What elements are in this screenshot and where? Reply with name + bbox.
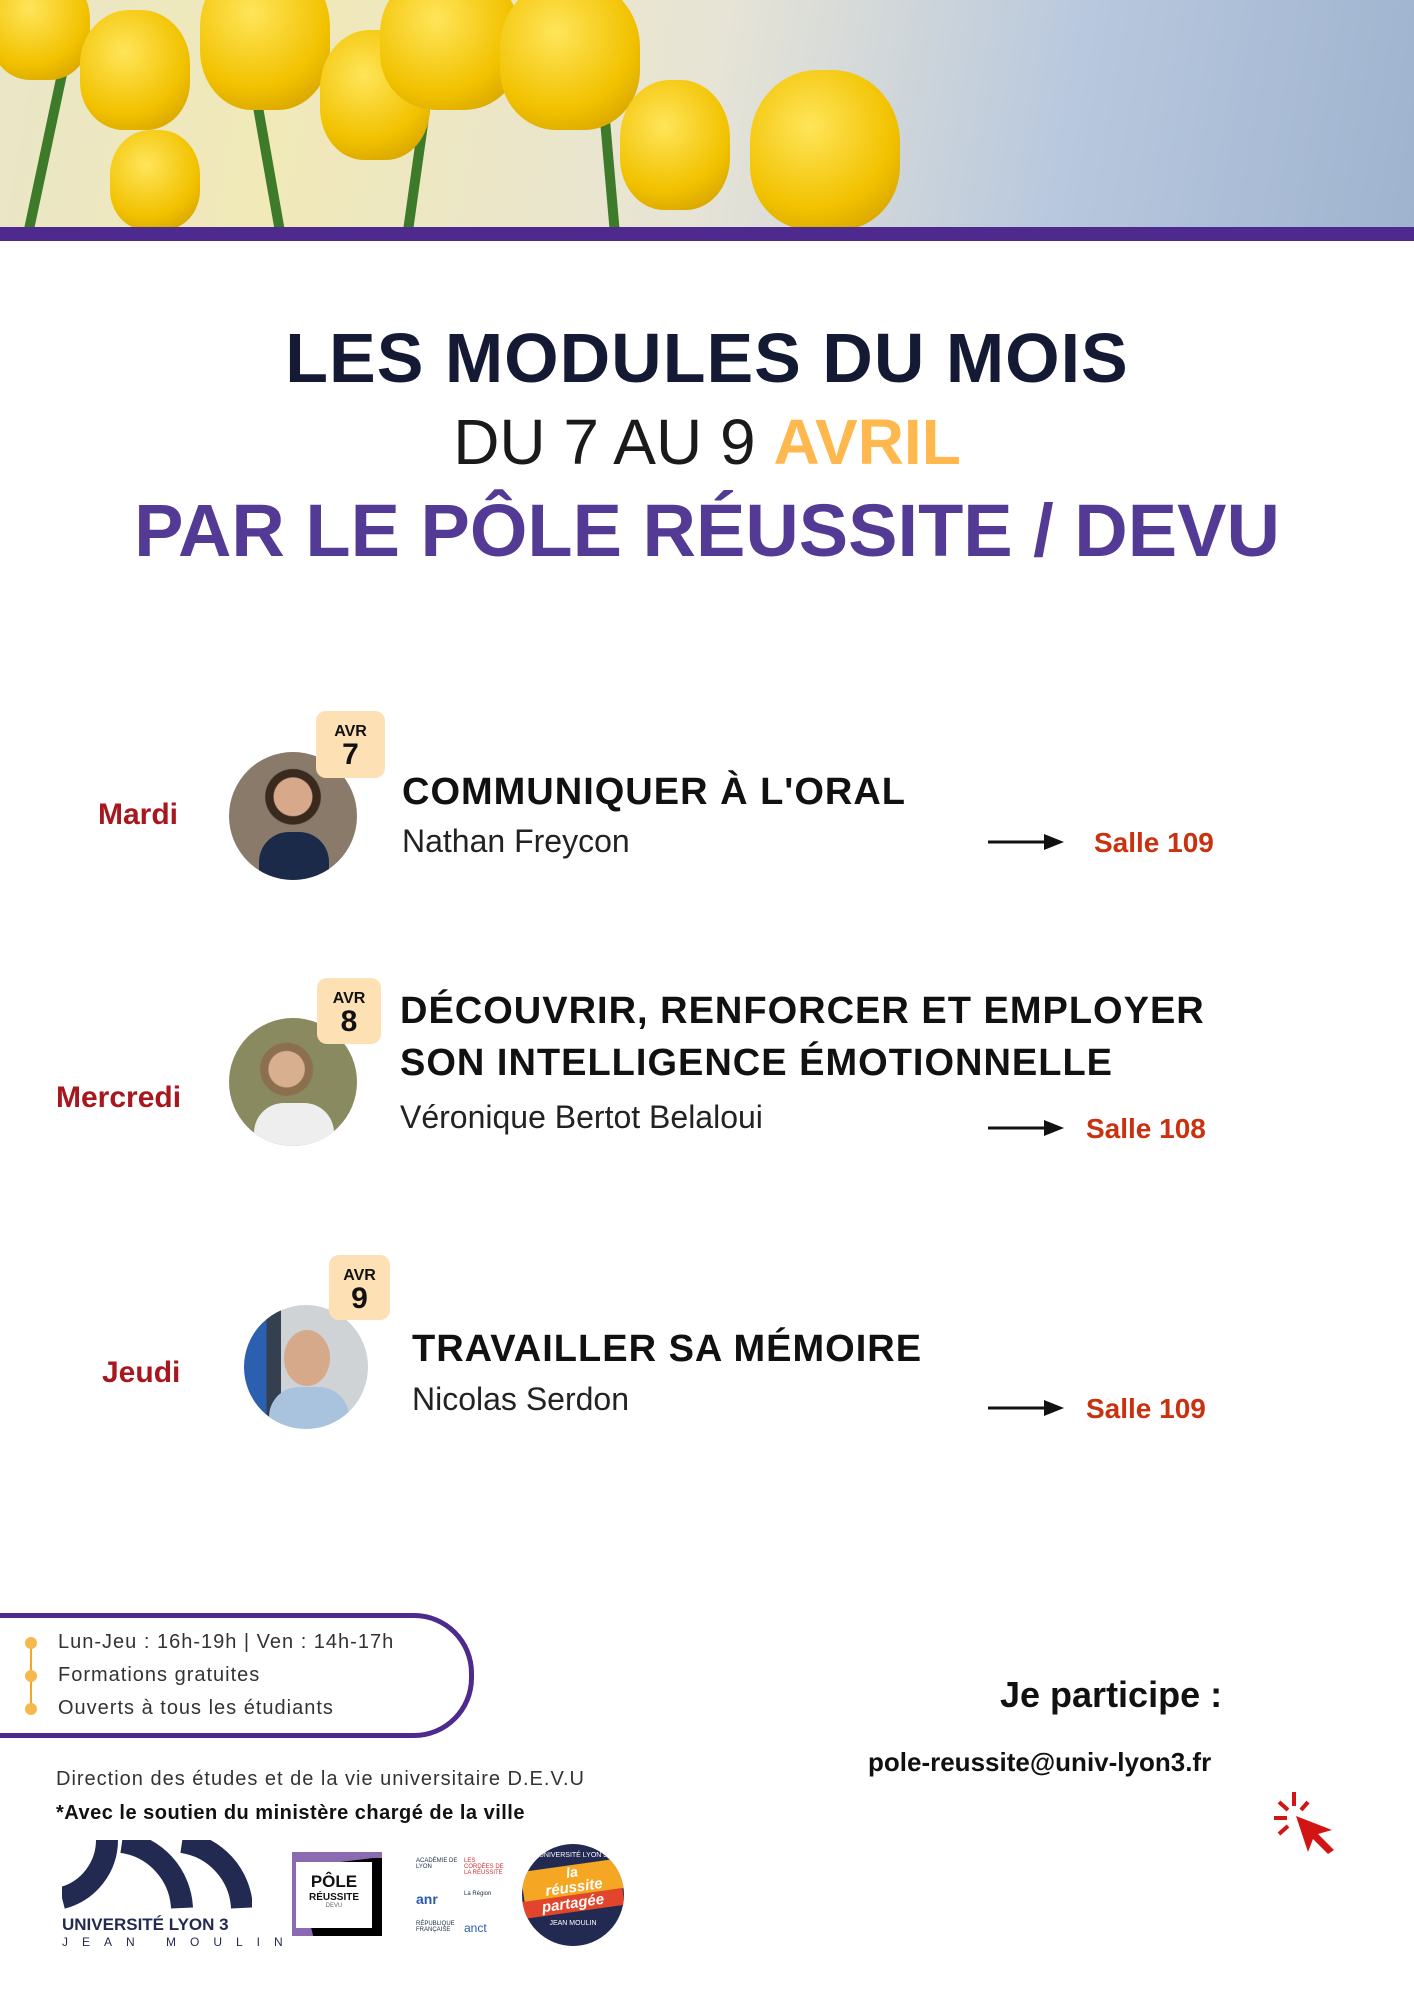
arrow-right-icon: [988, 834, 1064, 850]
support-text: *Avec le soutien du ministère chargé de …: [56, 1802, 525, 1824]
arrow-right-icon: [988, 1400, 1064, 1416]
month-text: AVRIL: [773, 406, 961, 478]
logo-text: JEAN MOULIN: [62, 1935, 297, 1949]
module-title-line: SON INTELLIGENCE ÉMOTIONNELLE: [400, 1042, 1114, 1084]
direction-text: Direction des études et de la vie univer…: [56, 1768, 585, 1790]
date-badge: AVR 7: [316, 711, 385, 778]
pole-reussite-logo: PÔLE RÉUSSITE DEVU: [292, 1852, 382, 1936]
bullet-dot: [25, 1670, 37, 1682]
dates-text: DU 7 AU 9: [453, 406, 756, 478]
header-tulip-photo: [0, 0, 1414, 227]
badge-month: AVR: [343, 1267, 376, 1284]
module-title-line: DÉCOUVRIR, RENFORCER ET EMPLOYER: [400, 990, 1205, 1032]
purple-divider: [0, 227, 1414, 241]
badge-day: 7: [342, 738, 359, 771]
partner-logo: RÉPUBLIQUE FRANÇAISE: [416, 1921, 455, 1934]
module-day: Mercredi: [56, 1081, 182, 1114]
partner-logos: ACADÉMIE DE LYON LES CORDÉES DE LA RÉUSS…: [416, 1858, 506, 1944]
module-day: Mardi: [98, 798, 179, 831]
module-title: DÉCOUVRIR, RENFORCER ET EMPLOYER SON INTE…: [400, 985, 1205, 1089]
logo-text: DEVU: [325, 1903, 343, 1909]
room-label: Salle 108: [1086, 1113, 1206, 1144]
module-title: COMMUNIQUER À L'ORAL: [402, 771, 906, 813]
room-label: Salle 109: [1086, 1393, 1206, 1424]
badge-day: 9: [351, 1282, 368, 1315]
reussite-partagee-logo: UNIVERSITÉ LYON 3 la réussite partagée J…: [522, 1844, 624, 1946]
info-hours: Lun-Jeu : 16h-19h | Ven : 14h-17h: [58, 1631, 395, 1653]
info-box: Lun-Jeu : 16h-19h | Ven : 14h-17h Format…: [0, 1613, 474, 1738]
universite-lyon3-logo: UNIVERSITÉ LYON 3 JEAN MOULIN: [58, 1831, 297, 1949]
badge-month: AVR: [332, 990, 366, 1007]
date-badge: AVR 8: [317, 978, 381, 1044]
partner-logo: La Région: [464, 1890, 492, 1897]
bullet-dot: [25, 1703, 37, 1715]
module-title: TRAVAILLER SA MÉMOIRE: [412, 1328, 923, 1370]
module-day: Jeudi: [102, 1356, 181, 1389]
badge-day: 8: [340, 1005, 358, 1038]
info-free: Formations gratuites: [58, 1664, 261, 1686]
speaker-photo: [244, 1305, 368, 1429]
title-organizer: PAR LE PÔLE RÉUSSITE / DEVU: [134, 489, 1280, 572]
date-badge: AVR 9: [329, 1255, 390, 1320]
email-link[interactable]: pole-reussite@univ-lyon3.fr: [868, 1747, 1212, 1777]
room-label: Salle 109: [1094, 827, 1214, 858]
logo-text: PÔLE: [310, 1872, 358, 1891]
title-line1: LES MODULES DU MOIS: [285, 319, 1129, 397]
partner-logo: anr: [416, 1890, 438, 1907]
speaker-name: Nicolas Serdon: [412, 1381, 629, 1417]
badge-month: AVR: [334, 723, 367, 740]
bullet-dot: [25, 1637, 37, 1649]
logo-text: JEAN MOULIN: [549, 1920, 597, 1927]
logo-text: RÉUSSITE: [308, 1892, 359, 1903]
cta-label: Je participe :: [1000, 1674, 1223, 1715]
info-open: Ouverts à tous les étudiants: [58, 1697, 334, 1719]
arrow-right-icon: [988, 1120, 1064, 1136]
partner-logo: LES CORDÉES DE LA RÉUSSITE: [464, 1858, 504, 1876]
logo-text: UNIVERSITÉ LYON 3: [538, 1852, 608, 1859]
cursor-click-icon: [1274, 1792, 1334, 1854]
speaker-name: Nathan Freycon: [402, 823, 630, 859]
partner-logo: anct: [464, 1921, 487, 1936]
title-dates: DU 7 AU 9 AVRIL: [0, 405, 1414, 479]
logo-text: UNIVERSITÉ LYON 3: [62, 1915, 229, 1934]
partner-logo: ACADÉMIE DE LYON: [416, 1858, 458, 1870]
speaker-name: Véronique Bertot Belaloui: [400, 1099, 763, 1135]
